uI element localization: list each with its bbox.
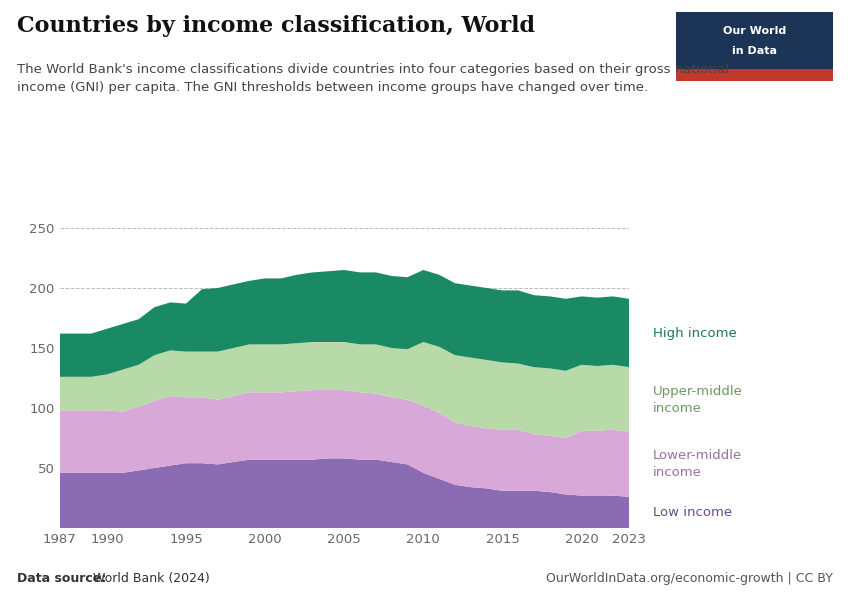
- Text: OurWorldInData.org/economic-growth | CC BY: OurWorldInData.org/economic-growth | CC …: [546, 572, 833, 585]
- Text: Our World: Our World: [722, 26, 786, 37]
- Text: Countries by income classification, World: Countries by income classification, Worl…: [17, 15, 535, 37]
- Text: World Bank (2024): World Bank (2024): [89, 572, 210, 585]
- FancyBboxPatch shape: [676, 68, 833, 81]
- Text: Data source:: Data source:: [17, 572, 106, 585]
- Text: Lower-middle
income: Lower-middle income: [653, 449, 742, 479]
- FancyBboxPatch shape: [676, 12, 833, 81]
- Text: High income: High income: [653, 326, 736, 340]
- Text: Upper-middle
income: Upper-middle income: [653, 385, 743, 415]
- Text: Low income: Low income: [653, 506, 732, 519]
- Text: The World Bank's income classifications divide countries into four categories ba: The World Bank's income classifications …: [17, 63, 728, 94]
- Text: in Data: in Data: [732, 46, 777, 56]
